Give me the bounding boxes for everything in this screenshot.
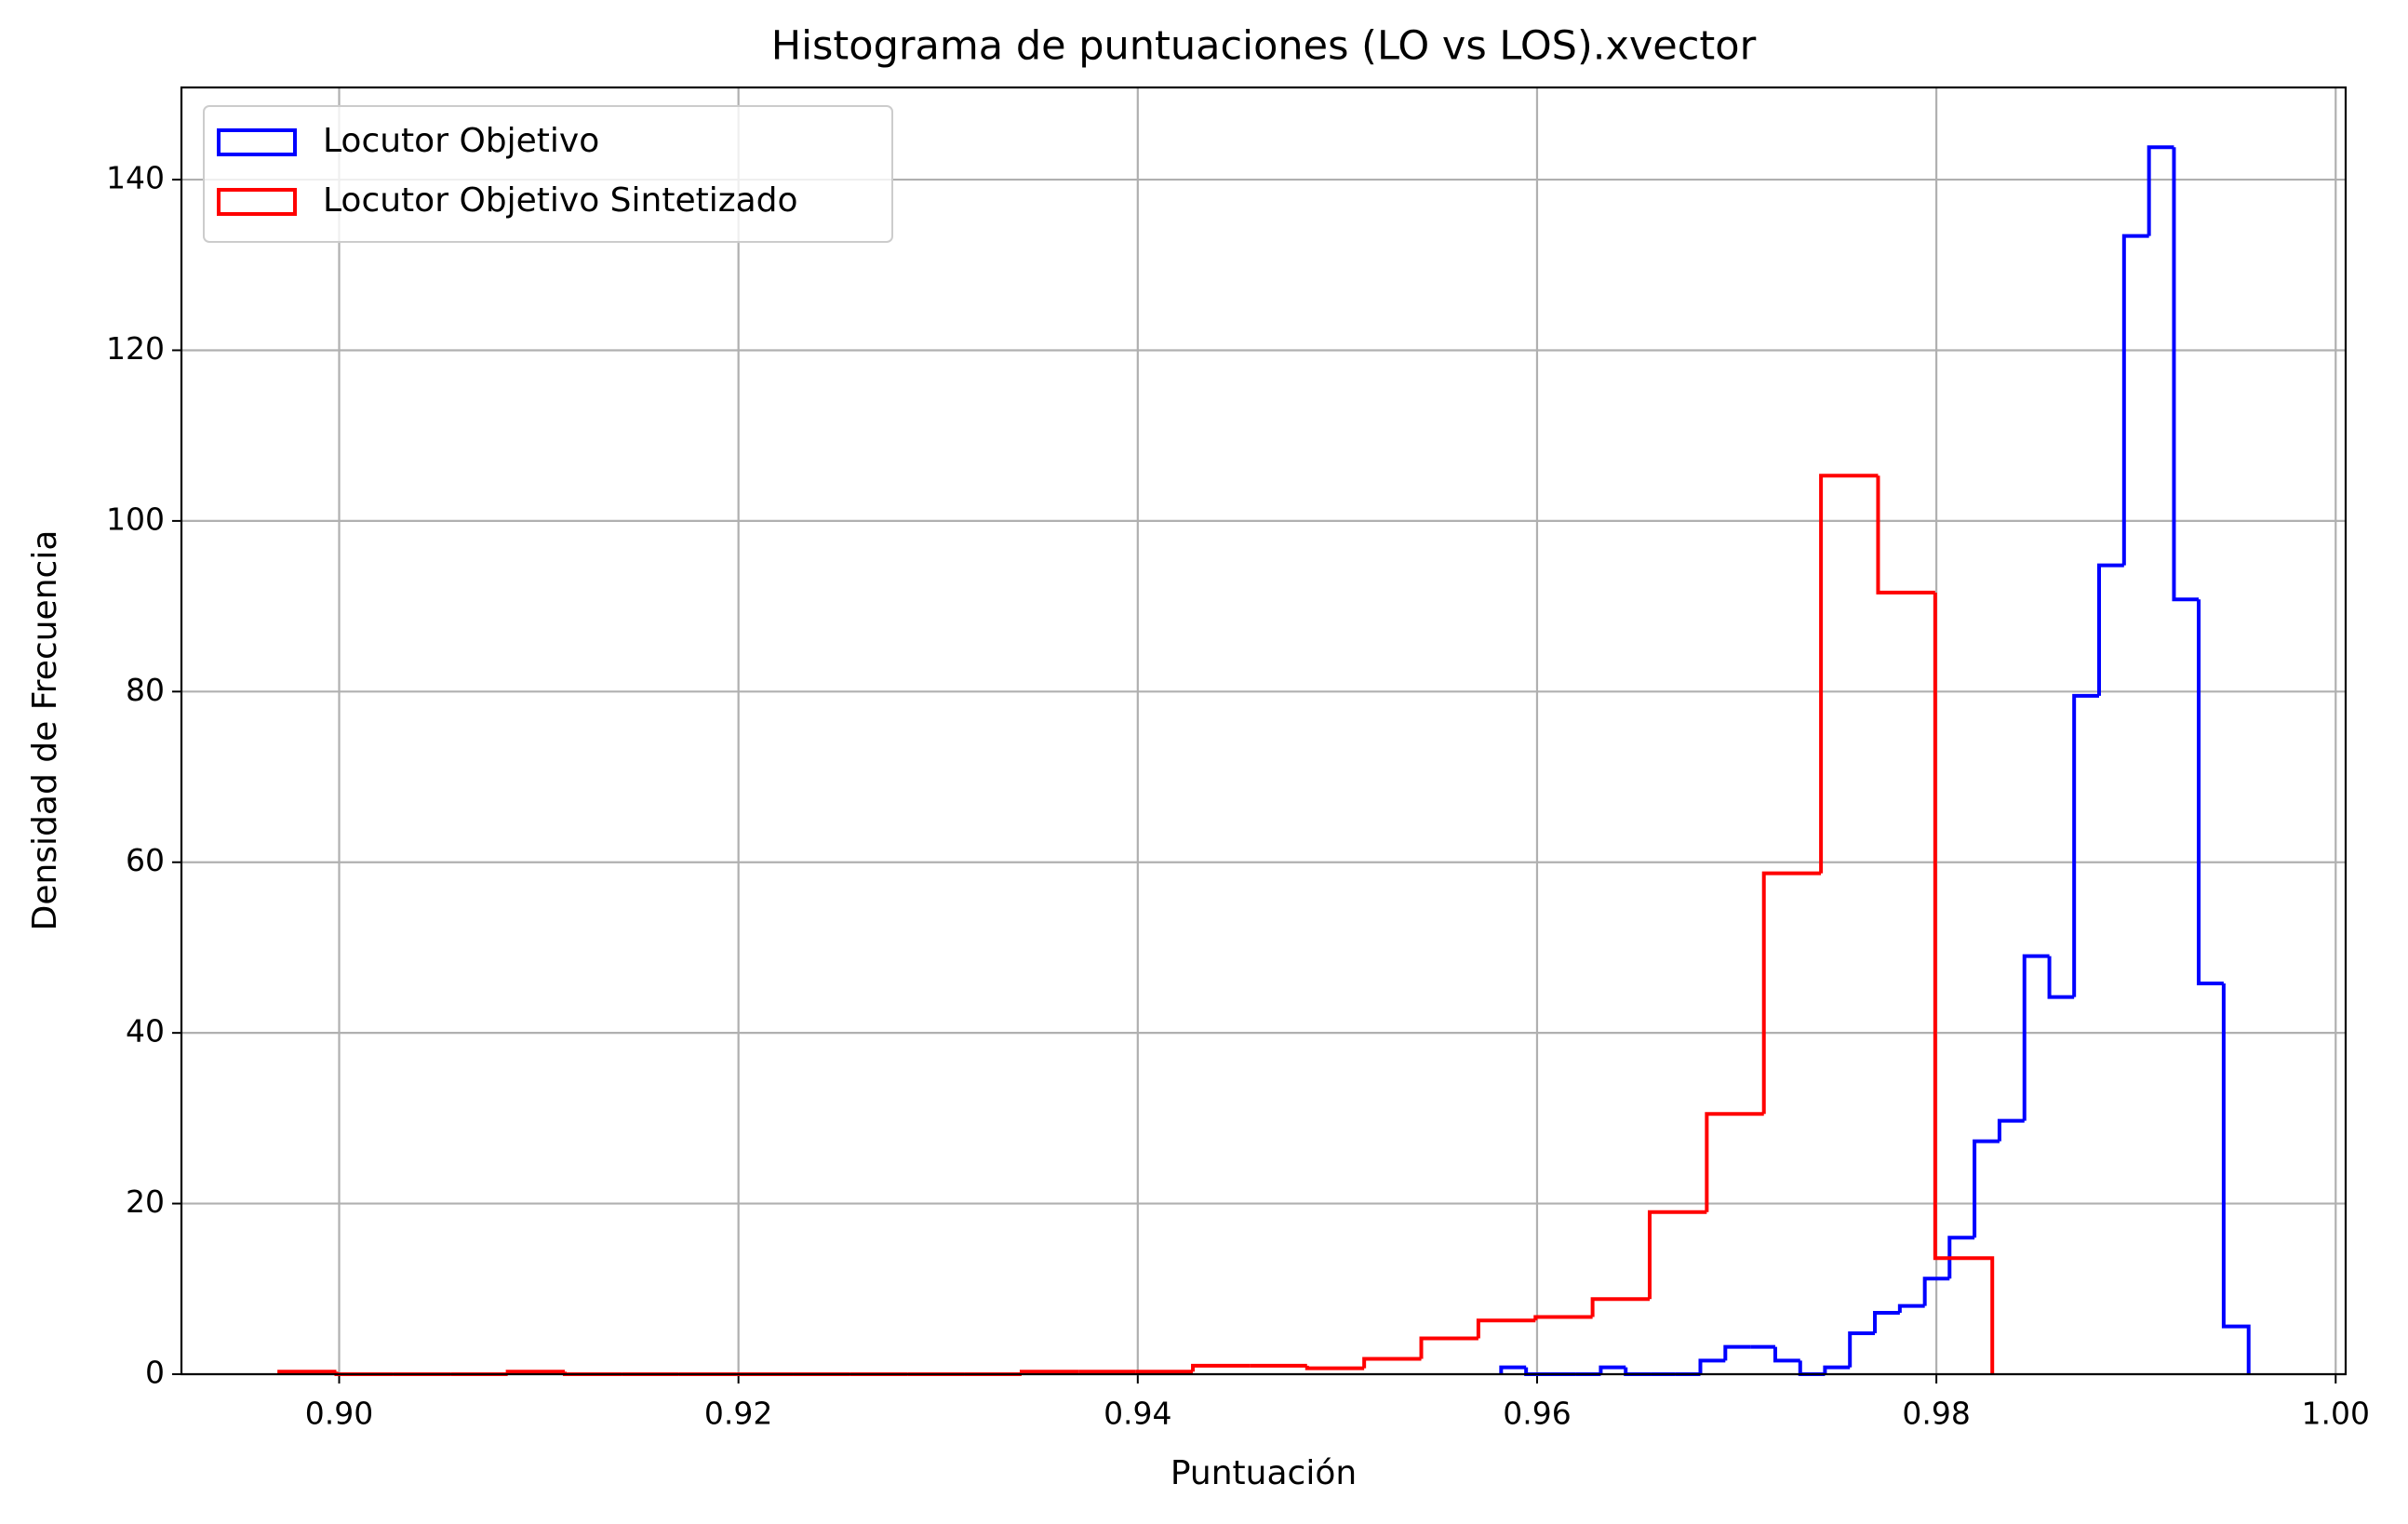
x-tick-label: 1.00 [2302, 1396, 2370, 1432]
histogram-step [1773, 1346, 1800, 1363]
histogram-step [1698, 1358, 1726, 1374]
legend-swatch [217, 188, 297, 216]
histogram-step [1624, 1367, 1652, 1376]
histogram-step [2197, 599, 2224, 985]
histogram-step [2221, 983, 2251, 1374]
y-tick-label: 120 [106, 330, 165, 367]
histogram-step [2147, 145, 2174, 236]
histogram-step [1191, 1363, 1251, 1372]
legend-label: Locutor Objetivo Sintetizado [323, 181, 798, 220]
plot-frame [180, 86, 2348, 1376]
y-tick-label: 60 [126, 842, 165, 878]
histogram-step [1973, 1139, 2000, 1238]
histogram-step [1524, 1367, 1551, 1376]
histogram-step [2121, 234, 2149, 566]
histogram-step [1922, 1277, 1950, 1306]
histogram-step [1933, 592, 1995, 1374]
histogram-step [1705, 1112, 1764, 1212]
histogram-step [2022, 954, 2050, 1121]
x-tick-label: 0.92 [704, 1396, 772, 1432]
histogram-step [2047, 956, 2075, 999]
histogram-step [1848, 1330, 1876, 1368]
x-tick-label: 0.98 [1902, 1396, 1970, 1432]
y-tick-label: 140 [106, 160, 165, 196]
histogram-step [2172, 147, 2200, 602]
y-axis-label: Densidad de Frecuencia [26, 530, 64, 931]
histogram-step [1590, 1297, 1650, 1317]
x-axis-label: Puntuación [1171, 1454, 1357, 1492]
x-tick-label: 0.90 [305, 1396, 373, 1432]
x-tick-label: 0.96 [1503, 1396, 1571, 1432]
histogram-step [1499, 1365, 1527, 1374]
histogram-step [2097, 563, 2124, 696]
histogram-step [1798, 1360, 1826, 1376]
legend-label: Locutor Objetivo [323, 122, 599, 160]
y-tick-label: 0 [145, 1355, 165, 1391]
y-tick-label: 20 [126, 1183, 165, 1220]
y-tick-label: 80 [126, 672, 165, 708]
histogram-step [1533, 1315, 1593, 1321]
histogram-step [1599, 1365, 1626, 1374]
histogram-step [1476, 1318, 1536, 1339]
histogram-step [1947, 1236, 1975, 1279]
histogram-step [1997, 1118, 2025, 1142]
histogram-step [1897, 1303, 1925, 1313]
histogram-step [1362, 1357, 1422, 1369]
y-tick-label: 40 [126, 1013, 165, 1049]
histogram-step [1419, 1336, 1478, 1359]
histogram-step [1761, 871, 1822, 1115]
chart-title: Histograma de puntuaciones (LO vs LOS).x… [771, 23, 1757, 70]
histogram-step [2072, 693, 2099, 997]
histogram-step [1304, 1365, 1365, 1370]
histogram-step [1647, 1210, 1707, 1300]
x-tick-label: 0.94 [1104, 1396, 1171, 1432]
histogram-step [1723, 1344, 1751, 1361]
histogram-step [1823, 1365, 1851, 1374]
histogram-step [1819, 474, 1879, 874]
y-tick-label: 100 [106, 501, 165, 537]
histogram-step [1876, 475, 1935, 595]
histogram-step [1873, 1310, 1900, 1333]
legend-swatch [217, 128, 297, 156]
legend-box [203, 105, 893, 243]
